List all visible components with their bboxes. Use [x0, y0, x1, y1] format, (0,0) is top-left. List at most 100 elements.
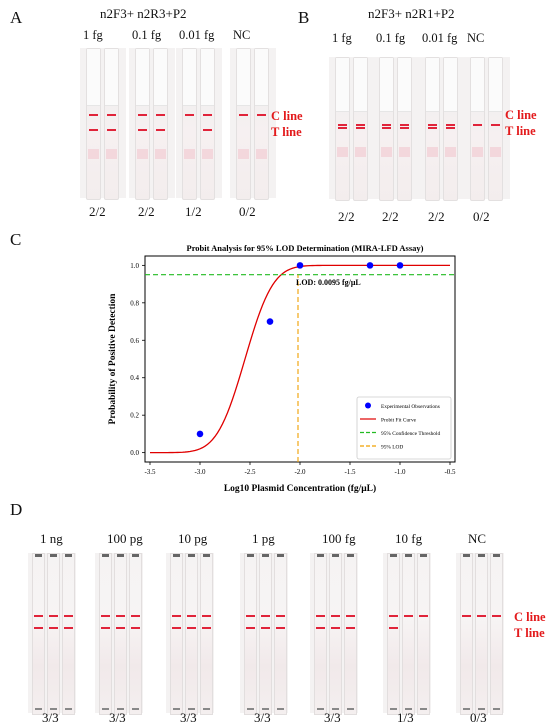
strip-top-edge	[390, 554, 397, 557]
test-line	[49, 627, 58, 629]
strip-top-edge	[317, 554, 324, 557]
panelA-test-strip	[254, 48, 269, 200]
test-line	[338, 127, 347, 129]
legend-marker	[365, 402, 371, 409]
panelA-test-strip	[86, 48, 101, 200]
panel-b-c-line-label: C line	[505, 108, 537, 122]
y-axis-label: Probability of Positive Detection	[108, 293, 118, 425]
control-line	[276, 615, 285, 617]
test-line	[331, 627, 340, 629]
strip-top-edge	[203, 554, 210, 557]
panelB-test-strip	[397, 57, 412, 201]
panel-d-t-line-label: T line	[514, 626, 545, 640]
strip-cap	[444, 58, 457, 112]
panelD-test-strip	[244, 553, 257, 715]
panelD-result: 3/3	[42, 710, 59, 725]
strip-bottom-edge	[35, 708, 42, 710]
control-line	[338, 124, 347, 126]
test-line	[131, 627, 140, 629]
panelD-test-strip	[402, 553, 415, 715]
panelA-test-strip	[236, 48, 251, 200]
strip-top-edge	[478, 554, 485, 557]
panelB-test-strip	[470, 57, 485, 201]
sample-pad	[399, 147, 410, 157]
panel-c-letter: C	[10, 230, 22, 249]
y-tick-label: 0.6	[130, 337, 139, 345]
test-line	[316, 627, 325, 629]
control-line	[116, 615, 125, 617]
control-line	[477, 615, 486, 617]
x-tick-label: -3.5	[144, 468, 156, 476]
panelB-result: 2/2	[382, 209, 399, 224]
strip-cap	[489, 58, 502, 112]
strip-cap	[237, 49, 250, 106]
panelD-test-strip	[47, 553, 60, 715]
strip-bottom-edge	[132, 708, 139, 710]
test-line	[400, 127, 409, 129]
sample-pad	[137, 149, 148, 159]
panel-a-t-line-label: T line	[271, 125, 302, 139]
panel-a-title: n2F3+ n2R3+P2	[100, 6, 187, 21]
test-line	[101, 627, 110, 629]
panelD-test-strip	[417, 553, 430, 715]
panel-b-t-line-label: T line	[505, 124, 536, 138]
control-line	[187, 615, 196, 617]
probit-chart: Probit Analysis for 95% LOD Determinatio…	[108, 243, 456, 494]
control-line	[389, 615, 398, 617]
strip-cap	[255, 49, 268, 106]
panelD-test-strip	[314, 553, 327, 715]
control-line	[462, 615, 471, 617]
strip-bottom-edge	[347, 708, 354, 710]
test-line	[116, 627, 125, 629]
legend-label: Probit Fit Curve	[381, 418, 417, 424]
test-line	[446, 127, 455, 129]
control-line	[64, 615, 73, 617]
strip-top-edge	[65, 554, 72, 557]
strip-bottom-edge	[478, 708, 485, 710]
y-tick-label: 0.4	[130, 374, 139, 382]
panel-d-c-line-label: C line	[514, 610, 546, 624]
test-line	[246, 627, 255, 629]
strip-top-edge	[347, 554, 354, 557]
panel-b-letter: B	[298, 8, 310, 27]
panelB-lane-label: 0.01 fg	[422, 31, 458, 45]
panelB-lane-label: NC	[467, 31, 485, 45]
control-line	[89, 114, 98, 116]
panelD-test-strip	[259, 553, 272, 715]
strip-top-edge	[332, 554, 339, 557]
control-line	[400, 124, 409, 126]
strip-top-edge	[173, 554, 180, 557]
panelD-group-label: 10 fg	[395, 531, 423, 546]
panelD-test-strip	[170, 553, 183, 715]
x-tick-label: -1.5	[344, 468, 356, 476]
panelD-test-strip	[62, 553, 75, 715]
control-line	[246, 615, 255, 617]
strip-top-edge	[493, 554, 500, 557]
panelD-test-strip	[185, 553, 198, 715]
panelA-result: 2/2	[138, 204, 155, 219]
panelB-test-strip	[488, 57, 503, 201]
panelD-group-label: 100 fg	[322, 531, 356, 546]
strip-bottom-edge	[493, 708, 500, 710]
test-line	[203, 129, 212, 131]
panelD-test-strip	[460, 553, 473, 715]
sample-pad	[256, 149, 267, 159]
strip-top-edge	[420, 554, 427, 557]
test-line	[107, 129, 116, 131]
data-point	[196, 430, 204, 438]
test-line	[187, 627, 196, 629]
strip-bottom-edge	[188, 708, 195, 710]
panelD-group-label: 1 ng	[40, 531, 63, 546]
test-line	[382, 127, 391, 129]
sample-pad	[472, 147, 483, 157]
control-line	[138, 114, 147, 116]
test-line	[156, 129, 165, 131]
x-tick-label: -3.0	[194, 468, 206, 476]
panelB-test-strip	[335, 57, 350, 201]
test-line	[346, 627, 355, 629]
control-line	[239, 114, 248, 116]
x-tick-label: -1.0	[394, 468, 406, 476]
strip-bottom-edge	[65, 708, 72, 710]
test-line	[276, 627, 285, 629]
data-point	[296, 262, 304, 269]
